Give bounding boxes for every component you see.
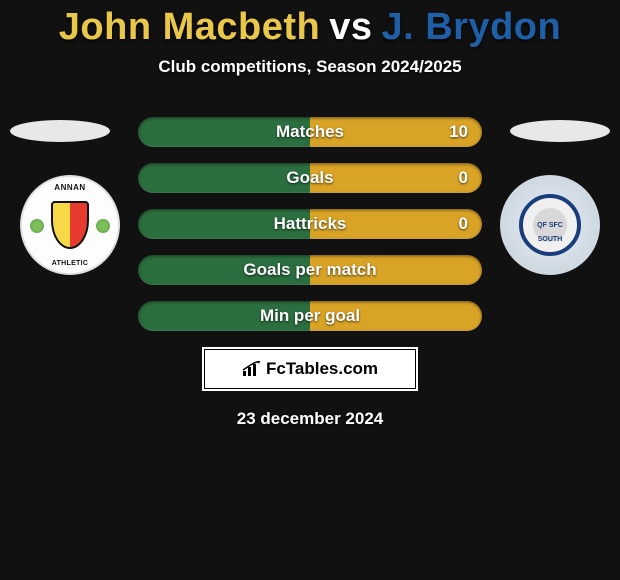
thistle-icon: [96, 219, 110, 233]
stat-bars: Matches 10 Goals 0 Hattricks 0 Goals per match…: [138, 117, 482, 331]
footer-border: [204, 349, 416, 389]
thistle-icon: [30, 219, 44, 233]
club-badge-left: ANNAN ATHLETIC: [20, 175, 120, 275]
stat-value: 10: [449, 122, 468, 142]
stat-label: Goals: [286, 168, 333, 188]
ring-icon: QF SFC: [519, 194, 581, 256]
stat-bar: Min per goal: [138, 301, 482, 331]
player2-name: J. Brydon: [381, 6, 561, 48]
date-text: 23 december 2024: [0, 409, 620, 429]
club-left-text-top: ANNAN: [22, 183, 118, 192]
stat-bar: Hattricks 0: [138, 209, 482, 239]
stat-bar: Goals 0: [138, 163, 482, 193]
stat-label: Goals per match: [243, 260, 376, 280]
player1-oval: [10, 120, 110, 142]
stat-label: Min per goal: [260, 306, 360, 326]
player1-name: John Macbeth: [59, 6, 320, 48]
stat-label: Hattricks: [274, 214, 347, 234]
stat-bar: Matches 10: [138, 117, 482, 147]
club-badge-right: QUEEN QF SFC SOUTH: [500, 175, 600, 275]
comparison-title: John Macbeth vs J. Brydon: [0, 0, 620, 49]
player2-oval: [510, 120, 610, 142]
stat-value: 0: [459, 214, 468, 234]
club-left-text-bot: ATHLETIC: [22, 260, 118, 267]
stat-value: 0: [459, 168, 468, 188]
comparison-content: ANNAN ATHLETIC QUEEN QF SFC SOUTH Matche…: [0, 117, 620, 429]
club-right-text-bot: SOUTH: [538, 236, 563, 243]
vs-text: vs: [329, 6, 372, 48]
footer-badge: FcTables.com: [202, 347, 418, 391]
stat-label: Matches: [276, 122, 344, 142]
stat-bar: Goals per match: [138, 255, 482, 285]
shield-icon: [51, 201, 89, 249]
subtitle: Club competitions, Season 2024/2025: [0, 57, 620, 77]
